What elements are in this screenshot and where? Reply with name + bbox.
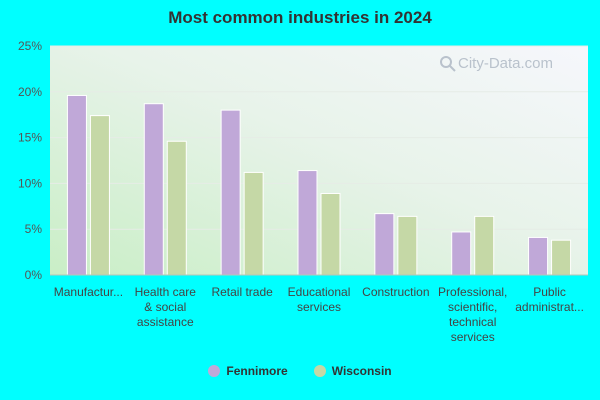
category-label: Public administrat... (515, 285, 584, 314)
legend-swatch (208, 365, 221, 377)
category-label: Professional, scientific, technical service… (438, 285, 507, 344)
legend-swatch (313, 365, 326, 377)
y-axis: 0% 5% 10% 15% 20% 25% (18, 39, 588, 282)
category-label: Educational services (288, 285, 351, 314)
category-label: Manufactur... (54, 285, 123, 299)
bar-fennimore-2[interactable] (220, 109, 241, 276)
category-label-line: Public (533, 285, 566, 299)
category-label-line: services (297, 300, 341, 314)
category-label-line: & social (144, 300, 186, 314)
bar-fennimore-0[interactable] (66, 94, 87, 276)
category-label-line: administrat... (515, 300, 584, 314)
y-tick-label: 25% (18, 39, 42, 53)
category-label-line: services (451, 330, 495, 344)
category-label-line: scientific, (448, 300, 497, 314)
bar-fennimore-3[interactable] (297, 170, 318, 276)
bar-wisconsin-1[interactable] (166, 140, 187, 276)
category-label-line: Construction (362, 285, 429, 299)
bar-fennimore-1[interactable] (143, 103, 164, 276)
bar-fennimore-6[interactable] (528, 236, 549, 276)
category-label-line: Educational (288, 285, 351, 299)
bar-fennimore-4[interactable] (374, 213, 395, 276)
y-tick-label: 15% (18, 131, 42, 145)
y-tick-label: 20% (18, 85, 42, 99)
plot-area (50, 46, 588, 275)
x-axis: Manufactur... Health care & social assistan… (54, 285, 584, 344)
bar-wisconsin-6[interactable] (551, 239, 572, 276)
bars (66, 94, 572, 276)
watermark: City-Data.com (440, 55, 553, 72)
bar-wisconsin-5[interactable] (474, 215, 495, 276)
bar-wisconsin-3[interactable] (320, 192, 341, 276)
category-label: Retail trade (211, 285, 273, 299)
bar-wisconsin-0[interactable] (89, 115, 110, 276)
category-label-line: Health care (135, 285, 197, 299)
bar-fennimore-5[interactable] (451, 231, 472, 276)
magnifier-icon (440, 56, 456, 72)
category-label-line: technical (449, 315, 496, 329)
bar-wisconsin-2[interactable] (243, 171, 264, 276)
chart-title: Most common industries in 2024 (168, 8, 432, 27)
legend-item-fennimore: Fennimore (208, 364, 288, 378)
legend-label: Wisconsin (331, 364, 392, 378)
category-label-line: Retail trade (211, 285, 273, 299)
category-label-line: Professional, (438, 285, 507, 299)
category-label-line: assistance (137, 315, 194, 329)
y-tick-label: 0% (25, 268, 43, 282)
legend-label: Fennimore (226, 364, 288, 378)
category-label: Health care & social assistance (135, 285, 197, 329)
bar-wisconsin-4[interactable] (397, 215, 418, 276)
y-tick-label: 5% (25, 222, 43, 236)
category-label-line: Manufactur... (54, 285, 123, 299)
category-label: Construction (362, 285, 429, 299)
y-tick-label: 10% (18, 176, 42, 190)
legend-item-wisconsin: Wisconsin (313, 364, 392, 378)
grid-lines (50, 45, 588, 230)
legend: Fennimore Wisconsin (0, 364, 600, 378)
watermark-text: City-Data.com (458, 55, 553, 72)
